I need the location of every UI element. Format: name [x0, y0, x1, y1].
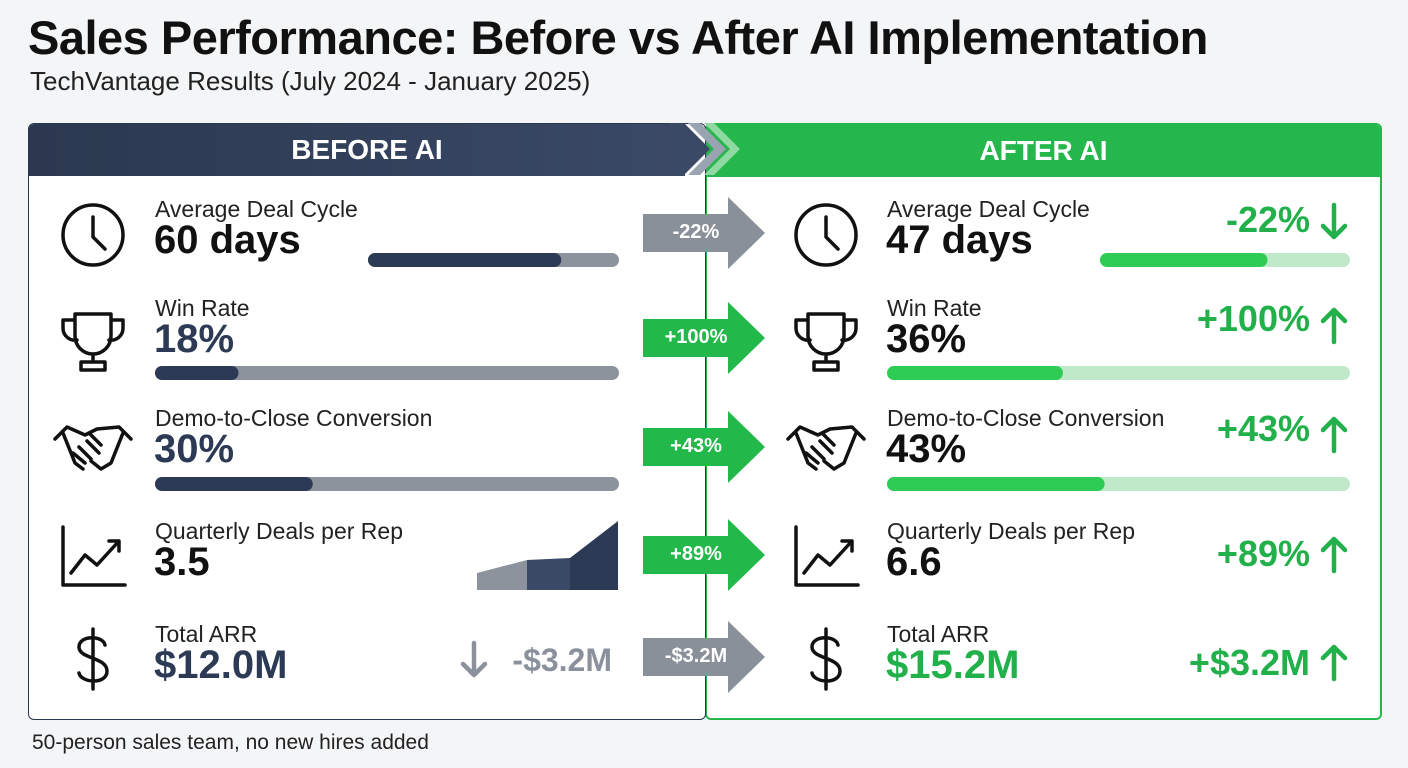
metric-label: Win Rate — [887, 295, 982, 321]
up-arrow — [1320, 536, 1348, 574]
metric-icon — [77, 627, 109, 691]
mini-chart — [527, 558, 570, 590]
metric-value: 60 days — [154, 218, 301, 262]
up-arrow — [1320, 644, 1348, 682]
trophy — [794, 312, 858, 372]
metric-value: $15.2M — [886, 643, 1020, 687]
arrow-glyph — [1320, 536, 1348, 574]
clock-hands — [91, 215, 107, 251]
metric-value: 18% — [154, 317, 235, 361]
metric-icon — [786, 425, 866, 471]
transition-arrow — [643, 302, 765, 374]
metric-label: Quarterly Deals per Rep — [155, 518, 403, 544]
arrow-glyph — [1320, 416, 1348, 454]
transition-label: +89% — [670, 543, 722, 565]
progress-fill — [1100, 253, 1268, 267]
progress-fill — [155, 477, 313, 491]
transition-arrow — [643, 197, 765, 269]
header-chevrons — [670, 123, 740, 175]
metric-icon — [794, 203, 858, 267]
metric-change: +$3.2M — [1188, 642, 1310, 683]
arrow-glyph — [1320, 202, 1348, 240]
up-arrow — [1320, 416, 1348, 454]
title: Sales Performance: Before vs After AI Im… — [28, 11, 1208, 64]
chevron — [688, 123, 726, 175]
metric-icon — [61, 312, 125, 372]
trophy — [61, 312, 125, 372]
metric-label: Demo-to-Close Conversion — [887, 405, 1165, 431]
before-panel: BEFORE AI — [28, 123, 706, 720]
arrow-glyph — [1320, 307, 1348, 345]
clock-hands — [824, 215, 840, 251]
metric-change: +43% — [1216, 408, 1310, 449]
metric-change: +89% — [1216, 533, 1310, 574]
transition-label: -$3.2M — [664, 645, 728, 667]
chart-icon — [794, 525, 860, 587]
progress-fill — [887, 366, 1063, 380]
metric-label: Average Deal Cycle — [155, 196, 358, 222]
metric-icon — [61, 203, 125, 267]
metric-value: 36% — [886, 317, 967, 361]
metric-label: Total ARR — [155, 621, 258, 647]
arrow-glyph — [1320, 644, 1348, 682]
transition-label: +100% — [664, 326, 728, 348]
metric-icon — [53, 425, 133, 471]
transition-arrow — [643, 411, 765, 483]
arrow-glyph — [460, 640, 488, 678]
chevron — [670, 123, 710, 175]
subtitle: TechVantage Results (July 2024 - January… — [30, 66, 591, 96]
after-label: AFTER AI — [979, 135, 1108, 166]
metric-icon — [794, 525, 860, 587]
metric-label: Win Rate — [155, 295, 250, 321]
up-arrow — [1320, 307, 1348, 345]
mini-chart — [477, 560, 527, 590]
metric-value: $12.0M — [154, 643, 288, 687]
transition-label: -22% — [672, 221, 720, 243]
after-header: AFTER AI — [707, 125, 1380, 177]
handshake — [786, 425, 866, 471]
metric-icon — [810, 627, 842, 691]
transition-label: +43% — [670, 435, 722, 457]
clock-face — [61, 203, 125, 267]
transition-arrow — [643, 621, 765, 693]
dollar-icon — [77, 627, 109, 691]
metric-label: Demo-to-Close Conversion — [155, 405, 433, 431]
chevron — [704, 123, 740, 175]
metric-label: Quarterly Deals per Rep — [887, 518, 1135, 544]
before-label: BEFORE AI — [291, 134, 443, 165]
before-header: BEFORE AI — [29, 124, 685, 176]
metric-value: 43% — [886, 427, 967, 471]
metric-icon — [794, 312, 858, 372]
metric-change: +100% — [1196, 298, 1310, 339]
metric-change: -22% — [1225, 199, 1310, 240]
after-panel: AFTER AI — [705, 123, 1382, 720]
metric-label: Average Deal Cycle — [887, 196, 1090, 222]
mini-chart — [570, 521, 618, 590]
metric-value: 6.6 — [886, 540, 942, 584]
progress-fill — [887, 477, 1105, 491]
down-arrow — [460, 640, 488, 678]
transition-arrow — [643, 519, 765, 591]
progress-fill — [155, 366, 239, 380]
down-arrow — [1320, 202, 1348, 240]
metric-label: Total ARR — [887, 621, 990, 647]
metric-value: 47 days — [886, 218, 1033, 262]
clock-face — [794, 203, 858, 267]
metric-value: 3.5 — [154, 540, 210, 584]
handshake — [53, 425, 133, 471]
progress-fill — [368, 253, 562, 267]
chart-icon — [61, 525, 127, 587]
metric-change: -$3.2M — [512, 642, 612, 678]
footer-note: 50-person sales team, no new hires added — [32, 731, 429, 754]
metric-value: 30% — [154, 427, 235, 471]
dollar-icon — [810, 627, 842, 691]
progress-track — [155, 366, 619, 380]
metric-icon — [61, 525, 127, 587]
